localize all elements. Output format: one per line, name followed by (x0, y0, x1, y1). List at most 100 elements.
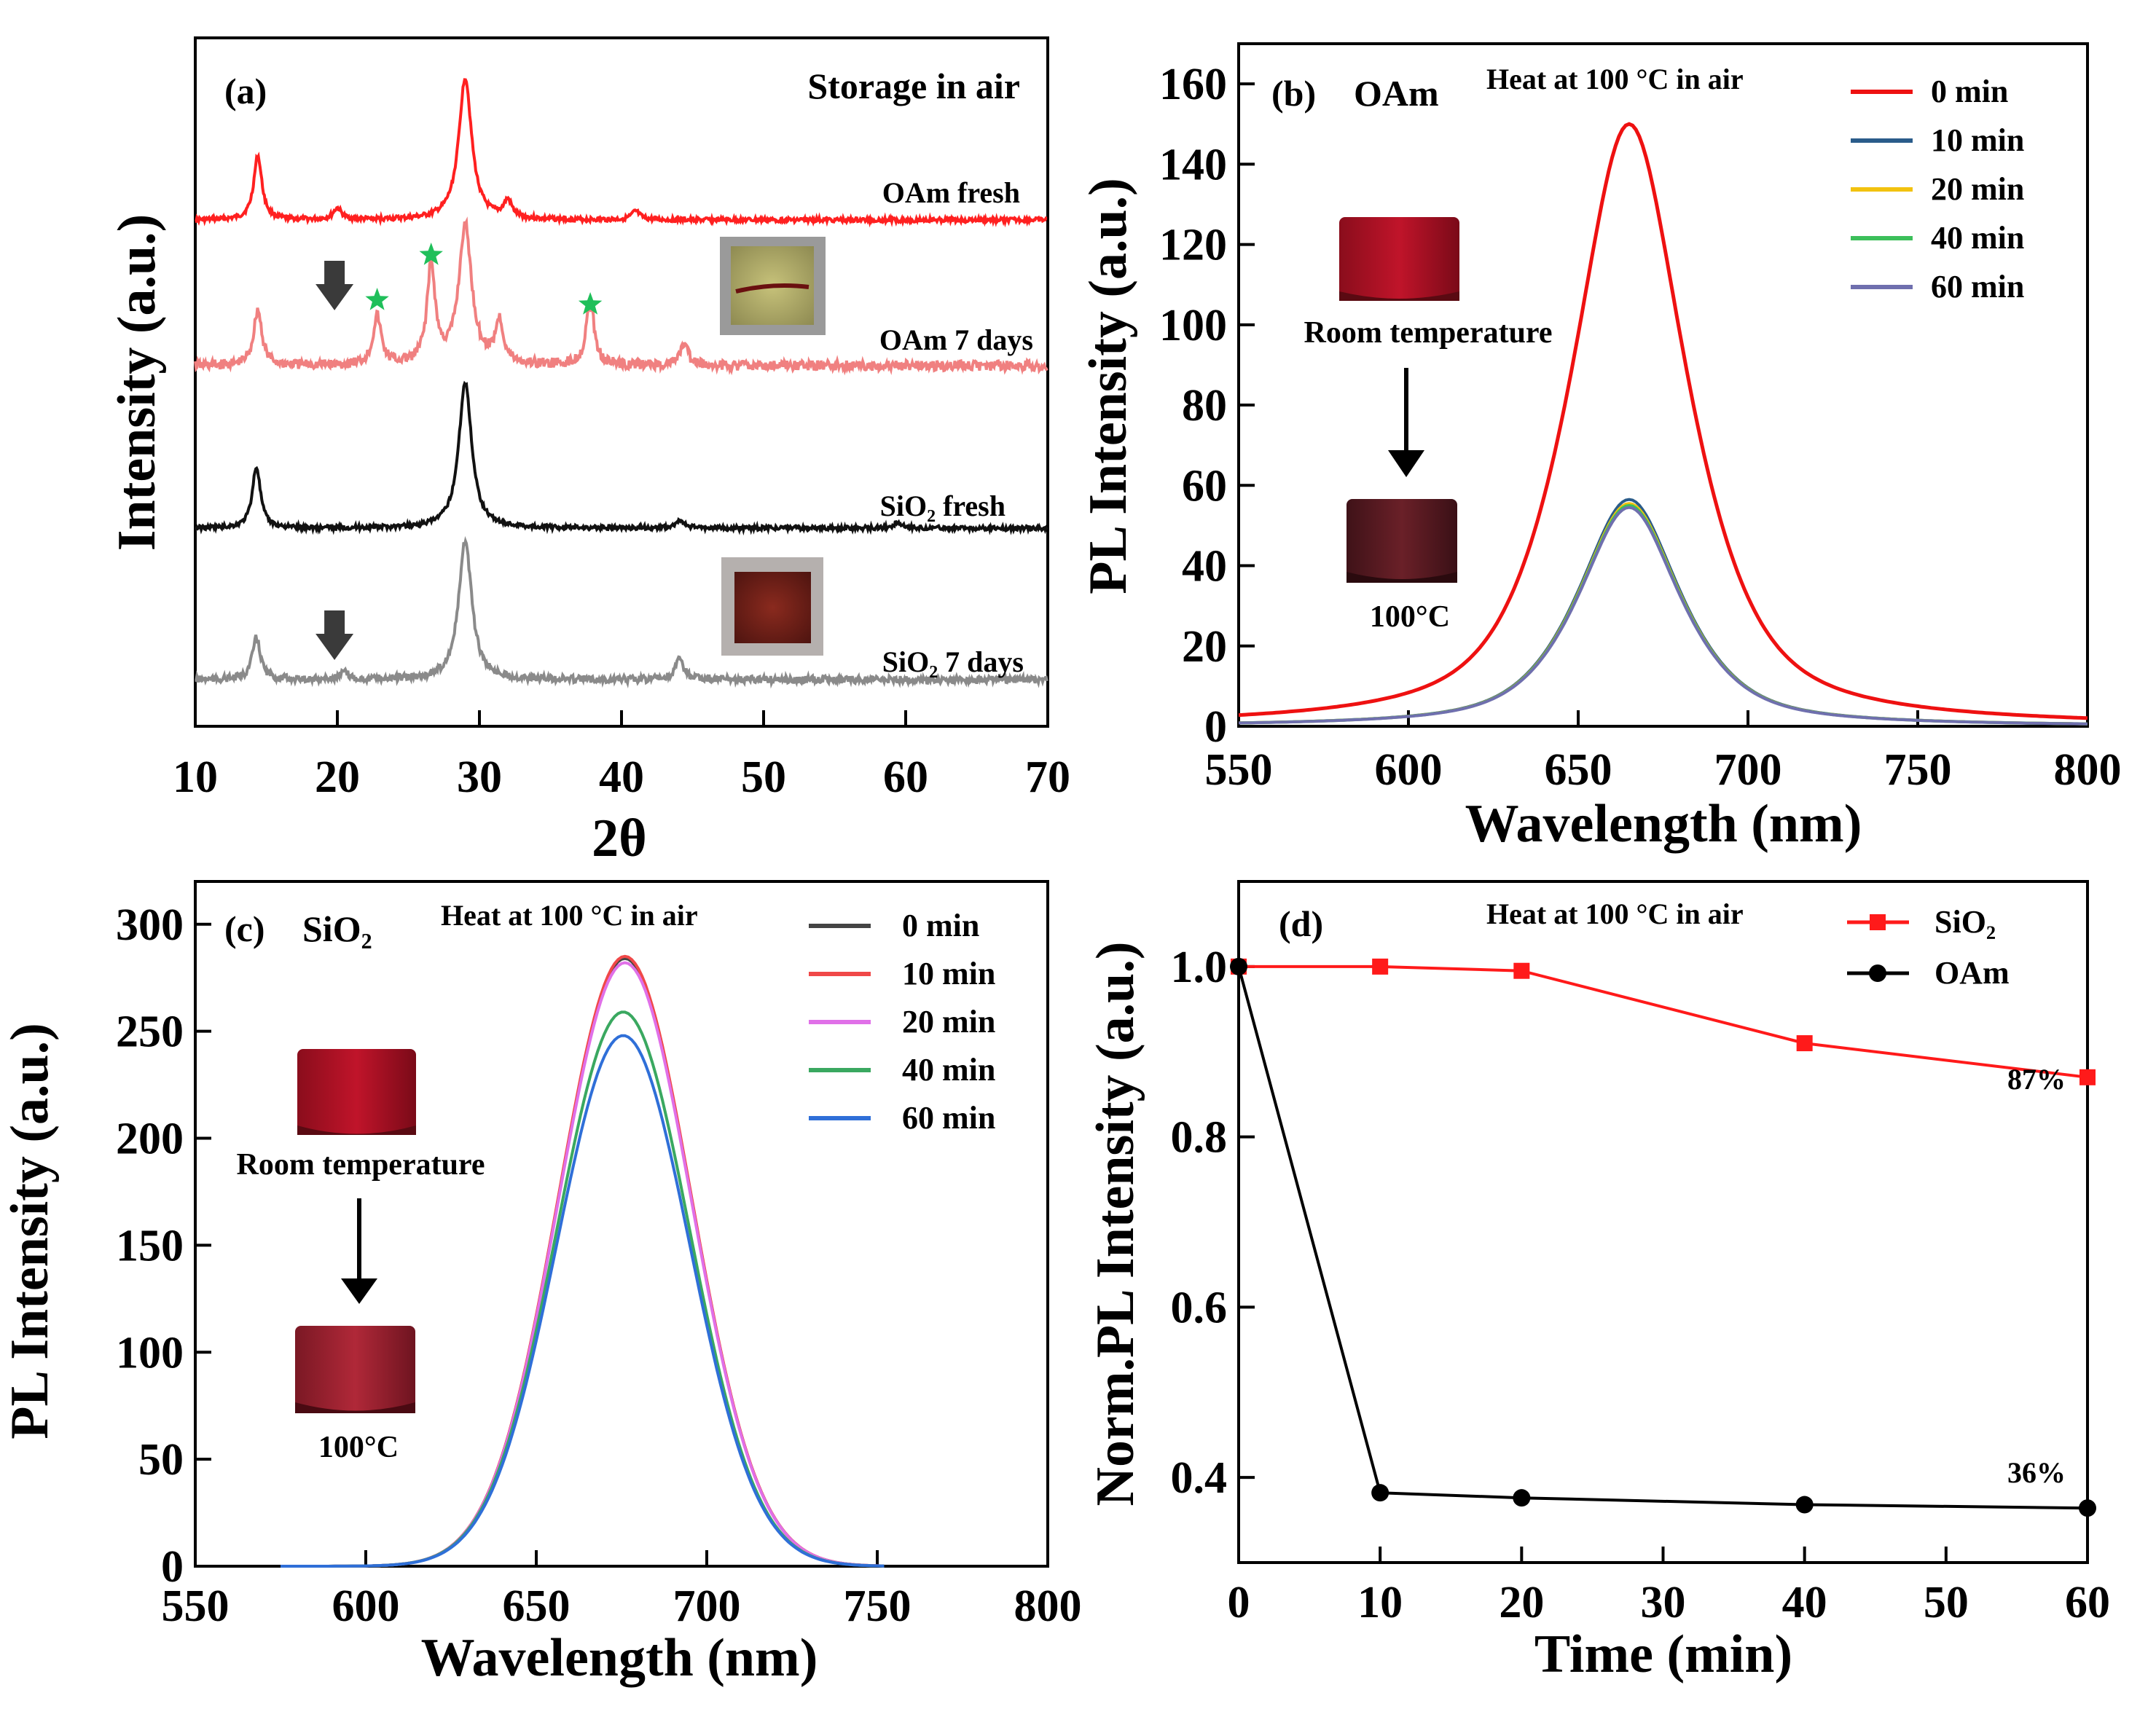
legend-label: OAm (1934, 955, 2010, 991)
series-label-sio2-fresh: SiO₂ fresh (880, 490, 1006, 522)
panel-c-xtick-label: 700 (673, 1582, 741, 1631)
panel-c-ytick-label: 150 (116, 1221, 184, 1270)
xrd-line-2 (194, 380, 1048, 536)
panel-a-ylabel: Intensity (a.u.) (107, 214, 167, 551)
panel-b-ytick-label: 100 (1159, 301, 1227, 350)
panel-a-xtick-label: 10 (173, 753, 218, 802)
legend-label: 40 min (902, 1052, 995, 1088)
panel-c-xtick-label: 750 (844, 1582, 912, 1631)
legend-label: 10 min (902, 956, 995, 991)
panel-c-ytick-label: 300 (116, 900, 184, 950)
pl-line-oam-0 (1238, 122, 2088, 720)
legend-label: 10 min (1931, 122, 2024, 158)
panel-b-xtick-label: 800 (2054, 745, 2122, 795)
panel-d-ytick-label: 1.0 (1171, 943, 1228, 992)
inset-label-rt-sio2: Room temperature (237, 1148, 485, 1182)
panel-d-xtick-label: 60 (2065, 1578, 2110, 1627)
panel-d-xtick-label: 40 (1782, 1578, 1827, 1627)
panel-a-xtick-label: 50 (741, 753, 786, 802)
panel-c-ytick-label: 0 (161, 1542, 184, 1592)
pl-line-sio2-4 (281, 1034, 885, 1568)
panel-b-ytick-label: 20 (1182, 622, 1227, 672)
panel-a-xtick-label: 40 (599, 753, 644, 802)
panel-b-xtick-label: 550 (1205, 745, 1273, 795)
panel-b-ticks: 550 600 650 700 750 800 0 20 40 60 80 100 120 140 160 (1159, 60, 2122, 795)
down-arrow-icon (315, 261, 354, 310)
panel-b-xtick-label: 750 (1884, 745, 1952, 795)
panel-c-ytick-label: 200 (116, 1115, 184, 1164)
panel-d: 0 10 20 30 40 50 60 0.4 0.6 0.8 1.0 (d) Heat at 10… (1086, 880, 2111, 1684)
series-label-oam-fresh: OAm fresh (882, 176, 1020, 209)
panel-c-series (281, 954, 885, 1568)
panel-c-label: (c) (224, 908, 265, 949)
panel-d-ytick-label: 0.4 (1171, 1453, 1228, 1503)
panel-a: 10 20 30 40 50 60 70 (a) Storage in air 2θ Int… (107, 36, 1070, 868)
data-point-circle (1230, 957, 1247, 975)
panel-b-xlabel: Wavelength (nm) (1465, 794, 1862, 854)
vial-photo-rt-sio2 (297, 1049, 416, 1135)
series-label-oam-7days: OAm 7 days (879, 323, 1033, 356)
data-point-circle (1513, 1489, 1531, 1507)
legend-marker (1870, 914, 1886, 930)
panel-d-title: Heat at 100 °C in air (1486, 897, 1744, 930)
panel-b-ytick-label: 140 (1159, 140, 1227, 189)
decay-arrows (315, 261, 354, 660)
down-arrow-icon (315, 610, 354, 660)
inset-label-rt-oam: Room temperature (1304, 316, 1553, 350)
legend-label: 0 min (1931, 74, 2008, 109)
panel-b-frame (1237, 42, 2089, 728)
panel-b-label: (b) (1271, 73, 1316, 114)
legend-marker (1869, 964, 1886, 982)
inset-label-100c-oam: 100°C (1370, 600, 1450, 634)
legend-label: 0 min (902, 908, 979, 943)
data-point-square (1372, 958, 1389, 975)
data-point-circle (1795, 1496, 1814, 1514)
panel-c-xtick-label: 650 (503, 1582, 571, 1631)
panel-d-xtick-label: 20 (1499, 1578, 1544, 1627)
panel-c-frame (194, 880, 1049, 1568)
panel-b-series (1238, 122, 2088, 726)
panel-c-title: Heat at 100 °C in air (441, 899, 698, 932)
impurity-stars (365, 243, 603, 315)
panel-b-legend: 0 min 10 min 20 min 40 min 60 min (1851, 74, 2024, 304)
pl-line-oam-4 (1238, 506, 2088, 726)
film-photo-sio2 (721, 557, 823, 656)
panel-b-ylabel: PL Intensity (a.u.) (1078, 178, 1138, 594)
panel-a-frame (194, 36, 1049, 728)
xrd-line-3 (195, 535, 1048, 689)
impurity-star-icon (365, 288, 389, 310)
panel-c: 550 600 650 700 750 800 0 50 100 150 200 250 300 (c)… (0, 880, 1082, 1688)
data-point-square (2079, 1069, 2096, 1085)
inset-arrowhead-oam (1388, 450, 1424, 477)
legend-label: 20 min (1931, 171, 2024, 207)
panel-c-ytick-label: 50 (138, 1435, 184, 1485)
panel-d-xtick-label: 10 (1357, 1578, 1403, 1627)
panel-b-ytick-label: 60 (1182, 461, 1227, 511)
panel-d-label: (d) (1279, 903, 1323, 944)
panel-c-ticks: 550 600 650 700 750 800 0 50 100 150 200 250 300 (116, 900, 1082, 1631)
panel-c-xlabel: Wavelength (nm) (421, 1628, 818, 1688)
film-photo-oam (720, 237, 826, 335)
impurity-star-icon (419, 243, 443, 265)
panel-c-xtick-label: 550 (162, 1582, 230, 1631)
annotation-36-percent: 36% (2007, 1456, 2066, 1489)
panel-a-label: (a) (224, 71, 267, 111)
panel-b-ytick-label: 40 (1182, 542, 1227, 592)
panel-d-xtick-label: 0 (1228, 1578, 1250, 1627)
panel-c-ytick-label: 250 (116, 1007, 184, 1057)
panel-b-sample: OAm (1354, 73, 1439, 114)
panel-a-xtick-label: 60 (883, 753, 928, 802)
panel-d-ticks: 0 10 20 30 40 50 60 0.4 0.6 0.8 1.0 (1171, 943, 2111, 1627)
panel-d-xtick-label: 50 (1924, 1578, 1969, 1627)
panel-d-xlabel: Time (min) (1534, 1624, 1792, 1684)
panel-b-xtick-label: 600 (1375, 745, 1443, 795)
panel-b-xtick-label: 700 (1714, 745, 1782, 795)
annotation-87-percent: 87% (2007, 1063, 2066, 1096)
panel-a-xtick-label: 30 (457, 753, 502, 802)
panel-a-xtick-label: 20 (315, 753, 360, 802)
panel-a-xtick-label: 70 (1025, 753, 1070, 802)
legend-label: 60 min (902, 1100, 995, 1136)
legend-label: 20 min (902, 1004, 995, 1040)
inset-arrowhead-sio2 (341, 1278, 377, 1304)
series-label-sio2-7days: SiO₂ 7 days (882, 645, 1024, 678)
